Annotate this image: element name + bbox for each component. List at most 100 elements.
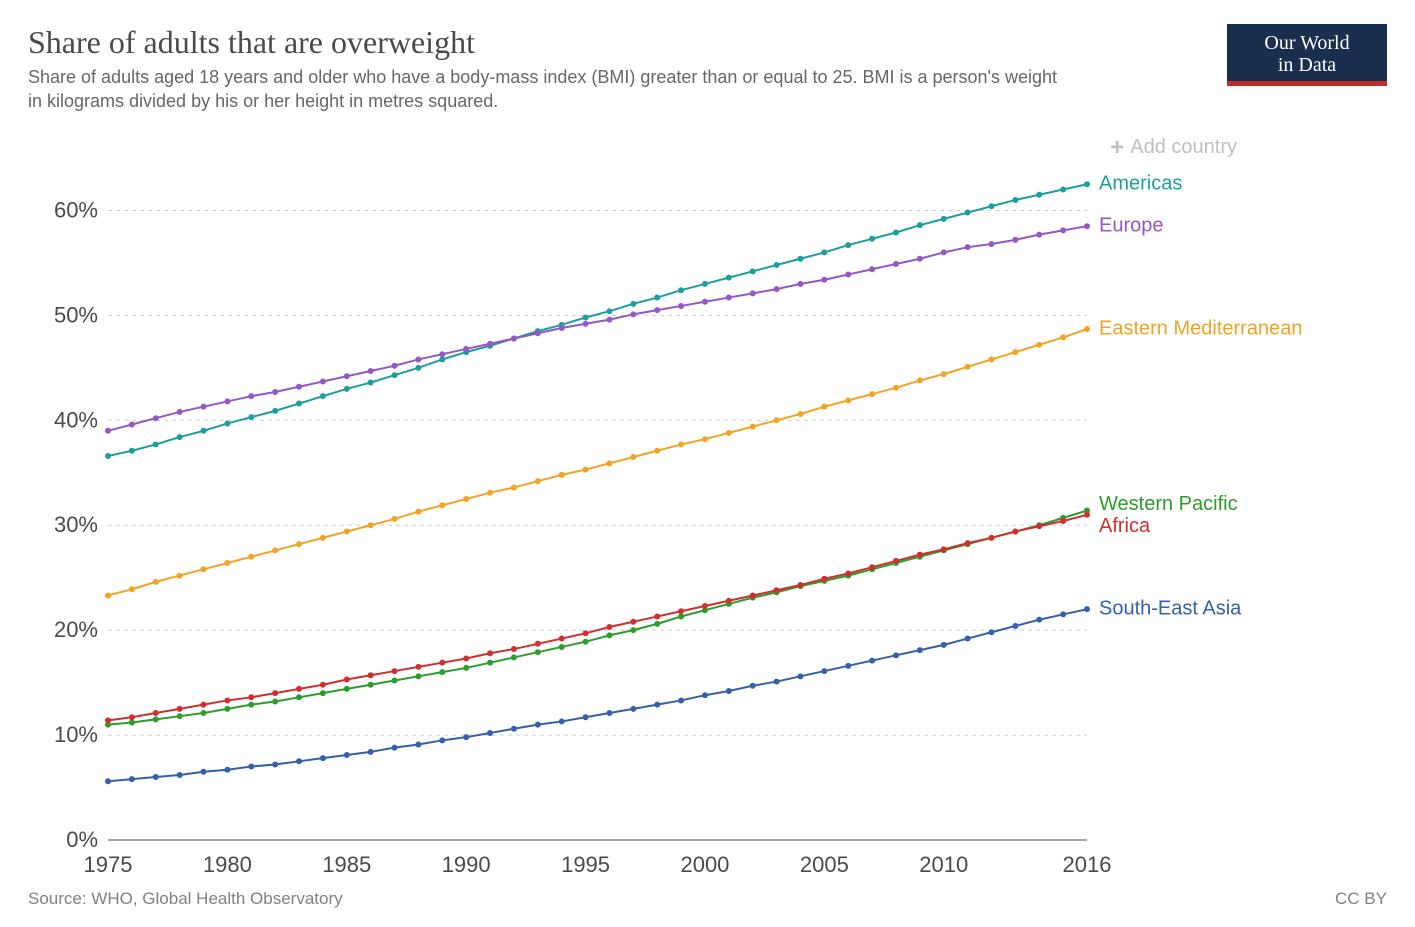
series-label-americas[interactable]: Americas <box>1099 172 1182 194</box>
data-point[interactable] <box>654 294 660 300</box>
data-point[interactable] <box>177 409 183 415</box>
data-point[interactable] <box>917 551 923 557</box>
data-point[interactable] <box>797 411 803 417</box>
data-point[interactable] <box>368 672 374 678</box>
data-point[interactable] <box>583 630 589 636</box>
data-point[interactable] <box>1060 334 1066 340</box>
data-point[interactable] <box>105 427 111 433</box>
data-point[interactable] <box>535 721 541 727</box>
data-point[interactable] <box>105 453 111 459</box>
data-point[interactable] <box>296 400 302 406</box>
data-point[interactable] <box>463 655 469 661</box>
data-point[interactable] <box>415 741 421 747</box>
data-point[interactable] <box>344 686 350 692</box>
data-point[interactable] <box>296 383 302 389</box>
data-point[interactable] <box>654 613 660 619</box>
data-point[interactable] <box>153 578 159 584</box>
data-point[interactable] <box>1060 227 1066 233</box>
data-point[interactable] <box>511 484 517 490</box>
data-point[interactable] <box>392 362 398 368</box>
data-point[interactable] <box>487 650 493 656</box>
data-point[interactable] <box>248 414 254 420</box>
series-line-africa[interactable] <box>108 514 1087 720</box>
data-point[interactable] <box>1084 511 1090 517</box>
data-point[interactable] <box>1060 518 1066 524</box>
data-point[interactable] <box>439 356 445 362</box>
data-point[interactable] <box>821 668 827 674</box>
data-point[interactable] <box>535 640 541 646</box>
data-point[interactable] <box>201 403 207 409</box>
series-label-eastern-mediterranean[interactable]: Eastern Mediterranean <box>1099 317 1302 339</box>
data-point[interactable] <box>654 701 660 707</box>
data-point[interactable] <box>988 534 994 540</box>
data-point[interactable] <box>439 737 445 743</box>
data-point[interactable] <box>344 752 350 758</box>
data-point[interactable] <box>129 719 135 725</box>
data-point[interactable] <box>1012 528 1018 534</box>
data-point[interactable] <box>988 629 994 635</box>
data-point[interactable] <box>511 654 517 660</box>
data-point[interactable] <box>535 330 541 336</box>
data-point[interactable] <box>129 586 135 592</box>
data-point[interactable] <box>559 718 565 724</box>
data-point[interactable] <box>965 635 971 641</box>
data-point[interactable] <box>224 766 230 772</box>
series-line-south-east-asia[interactable] <box>108 609 1087 781</box>
data-point[interactable] <box>224 398 230 404</box>
data-point[interactable] <box>821 249 827 255</box>
data-point[interactable] <box>702 692 708 698</box>
data-point[interactable] <box>941 249 947 255</box>
data-point[interactable] <box>320 681 326 687</box>
data-point[interactable] <box>917 647 923 653</box>
data-point[interactable] <box>917 222 923 228</box>
data-point[interactable] <box>702 281 708 287</box>
data-point[interactable] <box>344 373 350 379</box>
data-point[interactable] <box>248 393 254 399</box>
data-point[interactable] <box>678 697 684 703</box>
data-point[interactable] <box>893 557 899 563</box>
data-point[interactable] <box>845 662 851 668</box>
data-point[interactable] <box>606 710 612 716</box>
data-point[interactable] <box>1012 623 1018 629</box>
data-point[interactable] <box>750 268 756 274</box>
data-point[interactable] <box>965 540 971 546</box>
data-point[interactable] <box>583 466 589 472</box>
series-line-europe[interactable] <box>108 226 1087 431</box>
data-point[interactable] <box>893 652 899 658</box>
data-point[interactable] <box>201 710 207 716</box>
data-point[interactable] <box>296 694 302 700</box>
data-point[interactable] <box>1084 181 1090 187</box>
data-point[interactable] <box>606 624 612 630</box>
data-point[interactable] <box>463 346 469 352</box>
data-point[interactable] <box>774 286 780 292</box>
data-point[interactable] <box>893 261 899 267</box>
series-label-europe[interactable]: Europe <box>1099 214 1164 236</box>
data-point[interactable] <box>153 415 159 421</box>
data-point[interactable] <box>1084 223 1090 229</box>
data-point[interactable] <box>797 673 803 679</box>
data-point[interactable] <box>224 560 230 566</box>
data-point[interactable] <box>177 434 183 440</box>
data-point[interactable] <box>965 363 971 369</box>
data-point[interactable] <box>320 393 326 399</box>
data-point[interactable] <box>272 690 278 696</box>
data-point[interactable] <box>845 397 851 403</box>
data-point[interactable] <box>511 646 517 652</box>
data-point[interactable] <box>439 669 445 675</box>
data-point[interactable] <box>845 570 851 576</box>
data-point[interactable] <box>177 572 183 578</box>
data-point[interactable] <box>678 608 684 614</box>
data-point[interactable] <box>272 698 278 704</box>
data-point[interactable] <box>392 744 398 750</box>
data-point[interactable] <box>750 290 756 296</box>
data-point[interactable] <box>797 255 803 261</box>
data-point[interactable] <box>1036 191 1042 197</box>
data-point[interactable] <box>1084 606 1090 612</box>
data-point[interactable] <box>917 377 923 383</box>
data-point[interactable] <box>630 705 636 711</box>
data-point[interactable] <box>368 681 374 687</box>
data-point[interactable] <box>320 690 326 696</box>
data-point[interactable] <box>630 300 636 306</box>
data-point[interactable] <box>1060 611 1066 617</box>
data-point[interactable] <box>941 371 947 377</box>
